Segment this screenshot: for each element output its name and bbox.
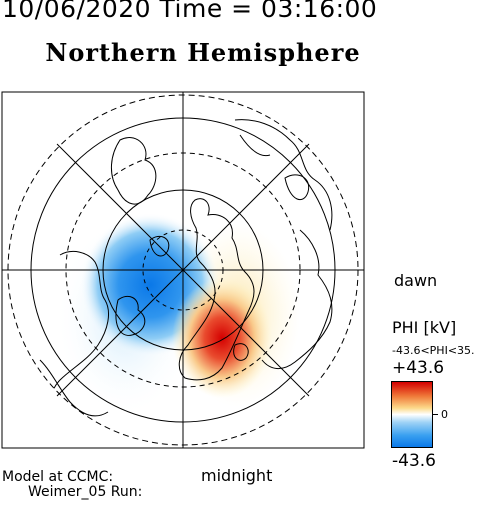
iceland-outline (233, 343, 249, 361)
run-label: Weimer_05 Run: (28, 484, 143, 500)
novaya-zemlya-outline (284, 174, 310, 201)
date-time-title: 10/06/2020 Time = 03:16:00 (2, 0, 378, 23)
legend-range: -43.6<PHI<35. (392, 344, 475, 357)
dawn-label: dawn (394, 271, 438, 290)
positive-potential-cell (172, 278, 272, 398)
coastlines (39, 119, 333, 417)
hudson-bay-coast (39, 359, 109, 417)
siberia-coast (234, 119, 333, 231)
legend-min-label: -43.6 (392, 451, 436, 471)
colorbar (391, 381, 433, 448)
canadian-archipelago (115, 295, 146, 336)
archipelago-island (149, 235, 170, 257)
meridian-lines (2, 92, 364, 448)
greenland-outline (178, 198, 255, 381)
model-label: Model at CCMC: (2, 469, 114, 485)
scandinavia-coast (261, 229, 333, 369)
legend-max-label: +43.6 (392, 358, 445, 378)
potential-pattern (55, 213, 300, 418)
meridian-diagonal-2 (56, 143, 310, 397)
arctic-island-outline (111, 137, 157, 205)
colorbar-zero-tick (433, 414, 438, 415)
legend-zero-label: 0 (441, 408, 448, 421)
legend-title: PHI [kV] (392, 318, 457, 337)
north-america-coast (50, 251, 109, 416)
hemisphere-title: Northern Hemisphere (45, 38, 361, 67)
midnight-label: midnight (201, 466, 273, 485)
